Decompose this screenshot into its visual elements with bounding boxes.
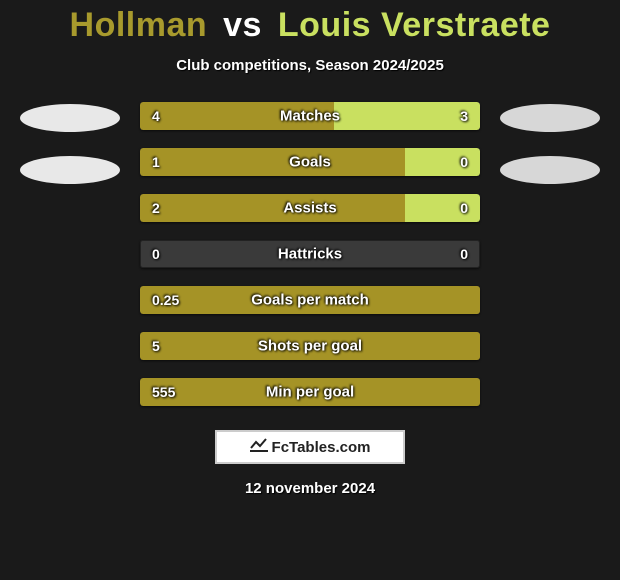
subtitle: Club competitions, Season 2024/2025	[176, 57, 444, 74]
stat-value-left: 0.25	[152, 292, 179, 308]
stat-label: Goals per match	[251, 292, 369, 309]
player2-marker-2	[500, 156, 600, 184]
stat-label: Min per goal	[266, 384, 354, 401]
chart-area: 4 Matches 3 1 Goals 0 2 Assists 0 0 Hattricks 0 0.25…	[0, 102, 620, 406]
fill-left	[140, 194, 405, 222]
stat-value-right: 0	[460, 200, 468, 216]
fill-right	[405, 148, 480, 176]
title-vs: vs	[223, 6, 262, 44]
stat-bar: 0 Hattricks 0	[140, 240, 480, 268]
stat-value-right: 0	[460, 154, 468, 170]
stat-value-right: 3	[460, 108, 468, 124]
stat-value-left: 1	[152, 154, 160, 170]
date-label: 12 november 2024	[245, 480, 375, 497]
fill-left	[140, 148, 405, 176]
stat-label: Shots per goal	[258, 338, 362, 355]
player2-name: Louis Verstraete	[278, 6, 551, 44]
comparison-card: Hollman vs Louis Verstraete Club competi…	[0, 0, 620, 580]
page-title: Hollman vs Louis Verstraete	[70, 6, 551, 45]
stat-label: Hattricks	[278, 246, 342, 263]
stat-label: Goals	[289, 154, 331, 171]
attribution-text: FcTables.com	[272, 439, 371, 456]
stat-label: Assists	[283, 200, 336, 217]
player2-marker-1	[500, 104, 600, 132]
fill-right	[334, 102, 480, 130]
stat-bar: 4 Matches 3	[140, 102, 480, 130]
stat-value-left: 4	[152, 108, 160, 124]
stat-value-left: 5	[152, 338, 160, 354]
player1-marker-1	[20, 104, 120, 132]
player1-marker-2	[20, 156, 120, 184]
left-markers	[20, 102, 120, 184]
stat-value-left: 0	[152, 246, 160, 262]
stat-bar: 5 Shots per goal	[140, 332, 480, 360]
stat-value-left: 555	[152, 384, 175, 400]
right-markers	[500, 102, 600, 184]
fill-right	[405, 194, 480, 222]
chart-icon	[250, 438, 268, 457]
stat-bar: 2 Assists 0	[140, 194, 480, 222]
stat-value-right: 0	[460, 246, 468, 262]
stat-bar: 1 Goals 0	[140, 148, 480, 176]
attribution-box[interactable]: FcTables.com	[215, 430, 405, 464]
stat-bars: 4 Matches 3 1 Goals 0 2 Assists 0 0 Hattricks 0 0.25…	[140, 102, 480, 406]
player1-name: Hollman	[70, 6, 208, 44]
stat-value-left: 2	[152, 200, 160, 216]
stat-bar: 0.25 Goals per match	[140, 286, 480, 314]
stat-label: Matches	[280, 108, 340, 125]
stat-bar: 555 Min per goal	[140, 378, 480, 406]
